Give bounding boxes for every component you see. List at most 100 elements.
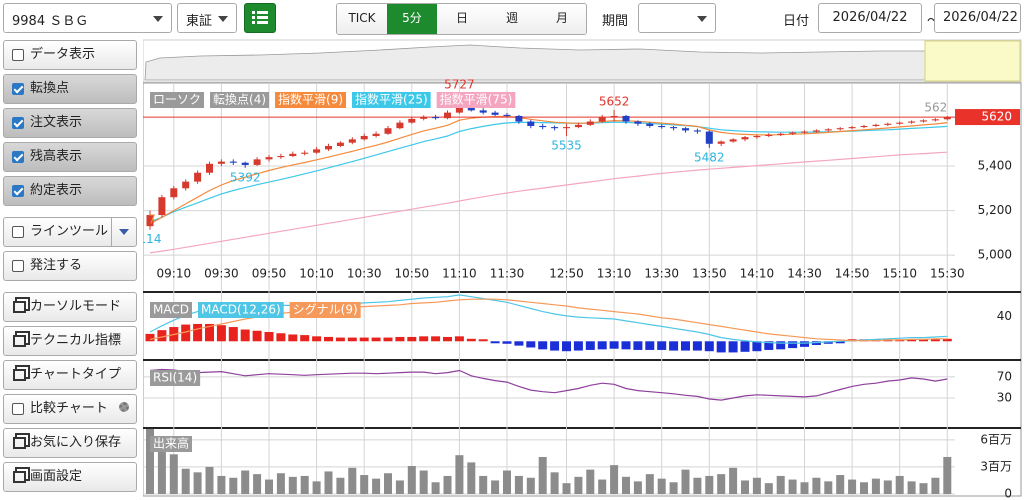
candle-body — [277, 156, 285, 158]
sidebar-button[interactable]: 注文表示 — [3, 108, 137, 138]
candle-body — [479, 110, 487, 113]
button-label: 残高表示 — [30, 149, 83, 164]
button-label: チャートタイプ — [30, 367, 121, 382]
sidebar-button[interactable]: 発注する — [3, 251, 137, 281]
volume-bar — [253, 474, 262, 494]
histogram-bar — [788, 341, 798, 349]
candle-body — [658, 125, 666, 128]
histogram-bar — [669, 341, 679, 351]
volume-bar — [800, 482, 809, 494]
market-select[interactable]: 東証 — [177, 3, 237, 33]
volume-bar — [657, 478, 666, 494]
sidebar-button[interactable]: ラインツール — [3, 217, 137, 247]
histogram-bar — [716, 341, 726, 353]
legend-series: 指数平滑(9) — [278, 92, 343, 107]
period-button[interactable]: 月 — [537, 4, 586, 34]
histogram-bar — [645, 341, 655, 350]
histogram-bar — [526, 341, 536, 348]
sidebar-button[interactable]: 比較チャート — [3, 394, 137, 424]
sidebar-button[interactable]: データ表示 — [3, 40, 137, 70]
candle-body — [943, 117, 951, 120]
candle-body — [908, 121, 916, 123]
window-icon — [13, 369, 26, 381]
x-tick-label: 12:50 — [549, 267, 584, 281]
legend-series-box — [352, 92, 431, 108]
y-tick-label: 3百万 — [980, 459, 1012, 473]
date-from[interactable]: 2026/04/22 — [818, 3, 922, 33]
sidebar-button[interactable]: テクニカル指標 — [3, 326, 137, 356]
period-button[interactable]: TICK — [337, 4, 388, 34]
sidebar-button[interactable]: 画面設定 — [3, 462, 137, 492]
panel-label-box — [150, 370, 201, 386]
candle-body — [931, 119, 939, 121]
x-tick-label: 13:50 — [692, 267, 727, 281]
sidebar-button[interactable]: チャートタイプ — [3, 360, 137, 390]
histogram-bar — [800, 341, 809, 347]
candle-body — [765, 134, 773, 136]
volume-bar — [276, 473, 285, 494]
histogram-bar — [835, 341, 845, 344]
turning-point-label: 562 — [924, 100, 947, 114]
histogram-bar — [597, 341, 607, 350]
sidebar-button[interactable]: 転換点 — [3, 74, 137, 104]
price-label: 5620 — [981, 110, 1012, 124]
period-button[interactable]: 5分 — [387, 4, 438, 34]
overview-window[interactable] — [924, 40, 1021, 82]
legend-series-box — [275, 92, 347, 108]
candle-body — [182, 181, 190, 189]
button-label: 約定表示 — [30, 183, 83, 198]
volume-bar — [312, 481, 321, 494]
histogram-bar — [383, 337, 393, 342]
candle-body — [777, 133, 785, 135]
menu-toggle[interactable] — [111, 218, 136, 246]
symbol-select[interactable]: 9984 ＳＢＧ — [3, 3, 172, 33]
volume-bar — [943, 456, 952, 494]
x-tick-label: 10:50 — [395, 267, 430, 281]
volume-bar — [372, 478, 381, 494]
sidebar-button[interactable]: お気に入り保存 — [3, 428, 137, 458]
period-button[interactable]: 日 — [437, 4, 488, 34]
candle-body — [824, 129, 832, 131]
volume-bar — [479, 475, 488, 494]
volume-bar — [871, 478, 880, 494]
histogram-bar — [181, 324, 191, 342]
settings-icon[interactable] — [119, 402, 129, 412]
candle-body — [432, 117, 440, 119]
histogram-bar — [681, 341, 690, 351]
list-button[interactable] — [244, 3, 276, 33]
y-tick-label: 5,200 — [978, 203, 1012, 217]
volume-bar — [455, 455, 464, 494]
sidebar-button[interactable]: カーソルモード — [3, 292, 137, 322]
sidebar-button[interactable]: 残高表示 — [3, 142, 137, 172]
volume-bar — [860, 482, 868, 494]
range-select[interactable] — [638, 3, 716, 33]
candle-body — [241, 162, 249, 165]
legend-series: 指数平滑(25) — [355, 92, 428, 107]
volume-bar — [336, 477, 345, 494]
sidebar: データ表示転換点注文表示残高表示約定表示ラインツール 発注するカーソルモード テクニ… — [3, 40, 137, 500]
volume-bar — [705, 475, 714, 494]
button-label: 注文表示 — [30, 115, 83, 130]
candle-body — [693, 130, 701, 132]
button-label: 比較チャート — [30, 401, 108, 416]
period-button[interactable]: 週 — [487, 4, 538, 34]
candle-body — [384, 128, 392, 134]
volume-bar — [622, 476, 630, 494]
histogram-bar — [216, 325, 226, 342]
volume-bar — [812, 477, 821, 494]
histogram-bar — [240, 329, 250, 342]
histogram-bar — [562, 341, 571, 352]
volume-bar — [919, 483, 928, 494]
x-tick-label: 11:10 — [442, 267, 477, 281]
y-tick-label: 70 — [997, 369, 1012, 383]
volume-bar — [431, 482, 440, 494]
dropdown-arrow — [218, 16, 228, 27]
date-to[interactable]: 2026/04/22 — [934, 3, 1021, 33]
checkbox — [12, 260, 24, 272]
histogram-bar — [228, 327, 238, 342]
volume-bar — [729, 467, 738, 494]
volume-bar — [717, 474, 726, 494]
histogram-bar — [907, 339, 917, 342]
period-group: TICK 5分日週月 — [336, 3, 587, 35]
sidebar-button[interactable]: 約定表示 — [3, 176, 137, 206]
